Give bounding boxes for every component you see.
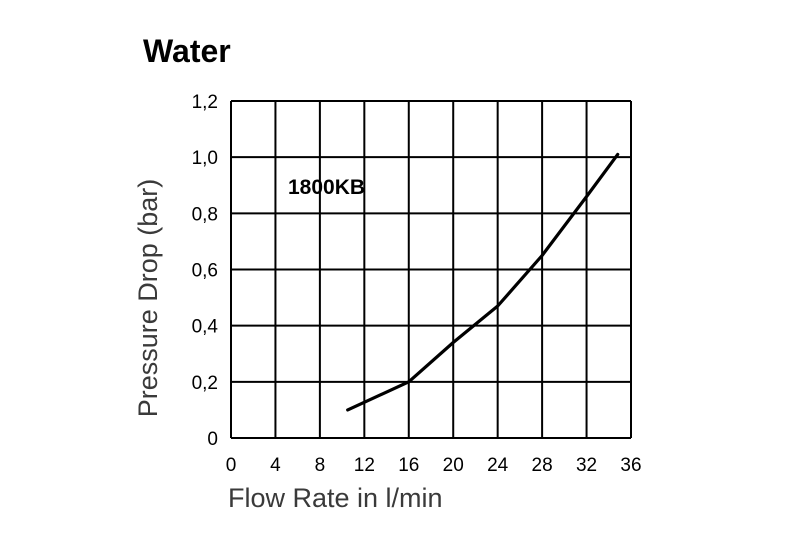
series-label: 1800KB — [288, 176, 365, 199]
x-axis-ticks: 0 4 8 12 16 20 24 28 32 36 — [226, 455, 642, 476]
x-tick-label: 12 — [354, 455, 375, 476]
series-line-1800kb — [346, 152, 620, 412]
x-tick-label: 8 — [315, 455, 326, 476]
y-axis-ticks: 0 0,2 0,4 0,6 0,8 1,0 1,2 — [192, 92, 219, 450]
x-tick-label: 28 — [532, 455, 553, 476]
chart-title: Water — [143, 33, 231, 69]
y-tick-label: 0,8 — [192, 204, 218, 225]
x-tick-label: 4 — [270, 455, 281, 476]
chart-grid — [230, 100, 632, 439]
x-tick-label: 36 — [620, 455, 641, 476]
x-tick-label: 20 — [443, 455, 464, 476]
y-tick-label: 0,6 — [192, 261, 218, 282]
x-tick-label: 0 — [226, 455, 237, 476]
y-tick-label: 0,2 — [192, 373, 218, 394]
x-tick-label: 16 — [398, 455, 419, 476]
y-tick-label: 1,2 — [192, 92, 218, 113]
x-tick-label: 32 — [576, 455, 597, 476]
y-tick-label: 0 — [207, 429, 218, 450]
y-tick-label: 0,4 — [192, 317, 219, 338]
x-axis-label: Flow Rate in l/min — [228, 483, 443, 513]
x-tick-label: 24 — [487, 455, 509, 476]
y-tick-label: 1,0 — [192, 148, 218, 169]
y-axis-label: Pressure Drop (bar) — [133, 179, 163, 418]
